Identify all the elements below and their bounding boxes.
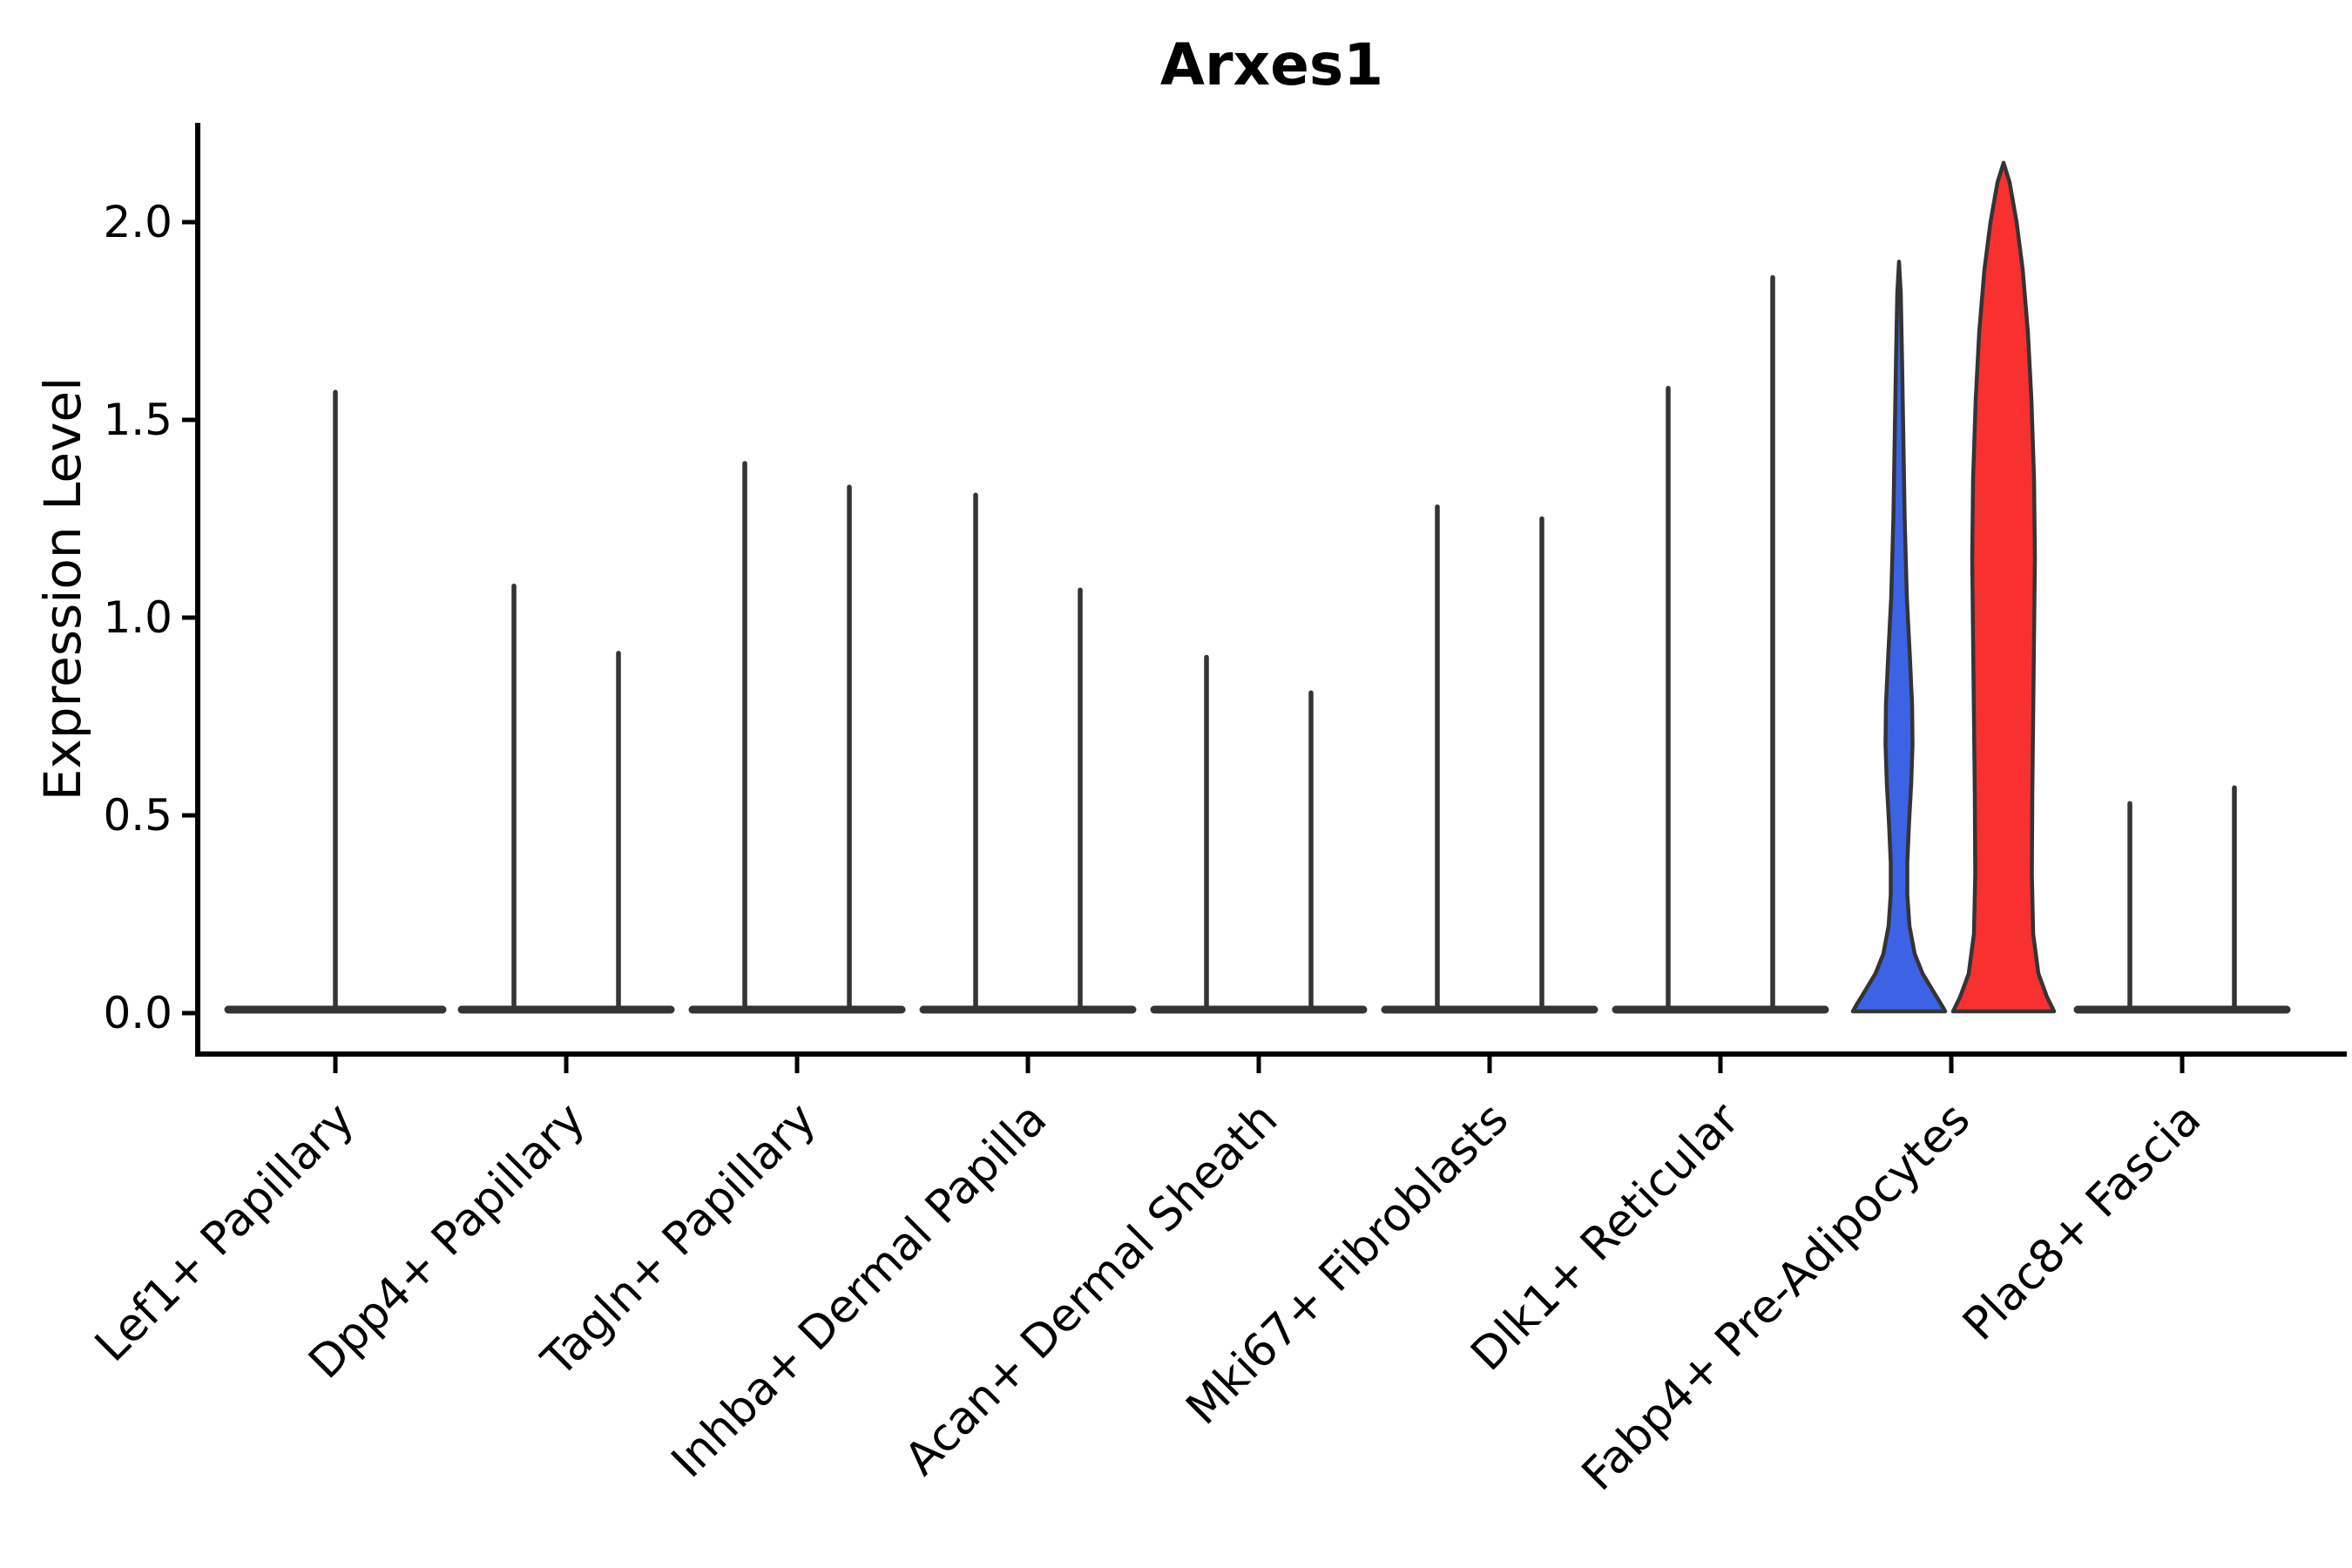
y-tick-label: 0.0 [103,988,172,1038]
y-tick-label: 0.5 [103,790,172,841]
y-axis-label: Expression Level [33,377,92,801]
chart-title: Arxes1 [1160,31,1383,98]
x-tick-label: Inhba+ Dermal Papilla [662,1093,1057,1488]
violin-filled [1950,160,2057,1014]
x-tick-label: Fabp4+ Pre-Adipocytes [1572,1093,1980,1501]
y-tick-label: 1.0 [103,592,172,643]
violin-filled [1850,260,1948,1014]
x-tick-label: Acan+ Dermal Sheath [896,1093,1288,1486]
y-tick-label: 2.0 [103,197,172,247]
y-tick-label: 1.5 [103,395,172,445]
y-ticks-group: 0.0 0.5 1.0 1.5 2.0 [103,197,198,1038]
violins-group [224,160,2291,1014]
x-tick-label: Plac8+ Fascia [1953,1093,2211,1351]
